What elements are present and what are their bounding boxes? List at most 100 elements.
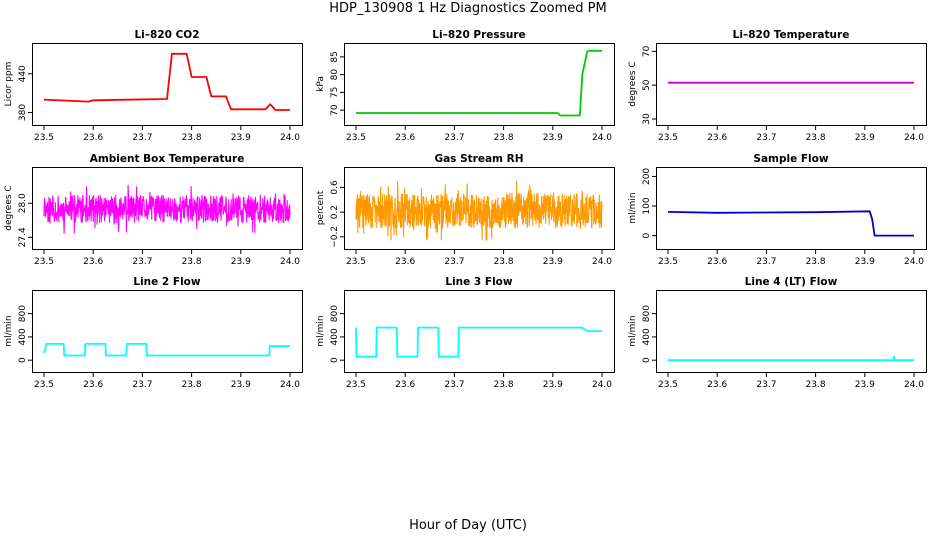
- x-tick-label: 24.0: [592, 380, 612, 390]
- x-tick-label: 23.6: [395, 257, 415, 267]
- panel-title: Ambient Box Temperature: [90, 153, 245, 165]
- panel-title: Line 4 (LT) Flow: [745, 276, 838, 288]
- panel-3: Li–820 Temperature 23.5 23.6 23.7 23.8 23.9 24…: [628, 29, 927, 143]
- x-tick-label: 23.5: [658, 380, 678, 390]
- panel-8: Line 3 Flow 23.5 23.6 23.7 23.8 23.9 24.0 0 400 8…: [316, 276, 615, 390]
- y-tick-label: 80: [330, 69, 340, 81]
- x-tick-label: 23.9: [543, 257, 563, 267]
- x-tick-label: 23.5: [34, 133, 54, 143]
- x-tick-label: 23.7: [132, 380, 152, 390]
- y-axis-title: ml/min: [628, 192, 638, 223]
- x-tick-label: 23.9: [231, 133, 251, 143]
- x-tick-label: 23.8: [182, 380, 202, 390]
- y-tick-label: 400: [642, 328, 652, 345]
- series-line: [43, 343, 290, 357]
- panel-title: Gas Stream RH: [434, 153, 523, 165]
- panel-title: Li–820 Temperature: [733, 29, 850, 41]
- x-tick-label: 23.6: [83, 257, 103, 267]
- x-tick-label: 23.7: [132, 133, 152, 143]
- figure-x-axis-title: Hour of Day (UTC): [409, 518, 527, 533]
- panel-frame: [32, 290, 303, 373]
- y-tick-label: 440: [18, 65, 28, 82]
- x-tick-label: 23.6: [83, 380, 103, 390]
- y-axis-title: kPa: [316, 76, 326, 92]
- x-tick-label: 24.0: [904, 133, 924, 143]
- x-tick-label: 23.9: [855, 257, 875, 267]
- x-tick-label: 23.5: [346, 380, 366, 390]
- y-tick-label: 70: [330, 104, 340, 116]
- panel-title: Line 2 Flow: [133, 276, 200, 288]
- panel-2: Li–820 Pressure 23.5 23.6 23.7 23.8 23.9 24.0 7…: [316, 29, 615, 143]
- series-line: [355, 180, 603, 241]
- y-axis-title: ml/min: [316, 315, 326, 346]
- panel-frame: [656, 290, 927, 373]
- y-axis-title: degrees C: [4, 185, 14, 230]
- x-tick-label: 23.6: [83, 133, 103, 143]
- x-tick-label: 23.7: [756, 380, 776, 390]
- x-tick-label: 23.5: [34, 257, 54, 267]
- y-tick-label: 85: [330, 51, 340, 62]
- x-tick-label: 23.8: [806, 257, 826, 267]
- panel-frame: [656, 167, 927, 250]
- y-tick-label: 200: [642, 168, 652, 185]
- x-tick-label: 23.8: [182, 133, 202, 143]
- y-tick-label: 0: [642, 232, 652, 238]
- x-tick-label: 23.8: [494, 257, 514, 267]
- y-tick-label: 800: [18, 305, 28, 322]
- x-tick-label: 23.6: [707, 380, 727, 390]
- panel-9: Line 4 (LT) Flow 23.5 23.6 23.7 23.8 23.9 24.0…: [628, 276, 927, 390]
- panel-title: Li–820 CO2: [134, 29, 199, 41]
- y-tick-label: 75: [330, 87, 340, 98]
- x-tick-label: 23.5: [658, 133, 678, 143]
- y-tick-label: 28.0: [18, 193, 28, 213]
- panel-1: Li–820 CO2 23.5 23.6 23.7 23.8 23.9 24.0 380 440…: [4, 29, 303, 143]
- x-tick-label: 24.0: [280, 380, 300, 390]
- x-tick-label: 24.0: [280, 257, 300, 267]
- x-tick-label: 23.9: [231, 257, 251, 267]
- y-axis-title: Licor ppm: [4, 62, 14, 107]
- x-tick-label: 24.0: [280, 133, 300, 143]
- figure-title: HDP_130908 1 Hz Diagnostics Zoomed PM: [329, 1, 607, 16]
- x-tick-label: 23.8: [494, 380, 514, 390]
- x-tick-label: 23.9: [855, 133, 875, 143]
- panel-7: Line 2 Flow 23.5 23.6 23.7 23.8 23.9 24.0 0 400 8…: [4, 276, 303, 390]
- x-tick-label: 23.9: [543, 380, 563, 390]
- x-tick-label: 24.0: [592, 257, 612, 267]
- y-tick-label: 30: [642, 113, 652, 125]
- y-tick-label: 800: [642, 305, 652, 322]
- series-line: [667, 210, 914, 237]
- y-tick-label: 70: [642, 45, 652, 57]
- x-tick-label: 23.5: [346, 133, 366, 143]
- y-axis-title: degrees C: [628, 61, 638, 106]
- x-tick-label: 23.7: [444, 133, 464, 143]
- y-axis-title: ml/min: [4, 315, 14, 346]
- panel-frame: [32, 43, 303, 126]
- panel-6: Sample Flow 23.5 23.6 23.7 23.8 23.9 24.0 0 100 2…: [628, 153, 927, 267]
- x-tick-label: 23.6: [707, 133, 727, 143]
- y-tick-label: 0: [330, 357, 340, 363]
- y-tick-label: 400: [330, 328, 340, 345]
- panel-5: Gas Stream RH 23.5 23.6 23.7 23.8 23.9 24.0 −0.…: [316, 153, 615, 267]
- x-tick-label: 23.5: [346, 257, 366, 267]
- x-tick-label: 23.7: [444, 380, 464, 390]
- y-tick-label: 100: [642, 197, 652, 214]
- x-tick-label: 23.9: [543, 133, 563, 143]
- series-line: [43, 184, 291, 234]
- panel-title: Li–820 Pressure: [432, 29, 525, 41]
- y-tick-label: −0.2: [330, 226, 340, 248]
- panel-frame: [656, 43, 927, 126]
- y-tick-label: 380: [18, 104, 28, 121]
- y-tick-label: 0: [642, 357, 652, 363]
- series-line: [356, 49, 602, 117]
- x-tick-label: 23.7: [756, 133, 776, 143]
- panel-frame: [344, 167, 615, 250]
- y-tick-label: 27.4: [18, 227, 28, 247]
- x-tick-label: 23.8: [494, 133, 514, 143]
- x-tick-label: 23.6: [395, 380, 415, 390]
- panel-title: Sample Flow: [753, 153, 828, 165]
- x-tick-label: 23.6: [395, 133, 415, 143]
- x-tick-label: 23.7: [756, 257, 776, 267]
- x-tick-label: 24.0: [904, 257, 924, 267]
- series-line: [668, 355, 914, 362]
